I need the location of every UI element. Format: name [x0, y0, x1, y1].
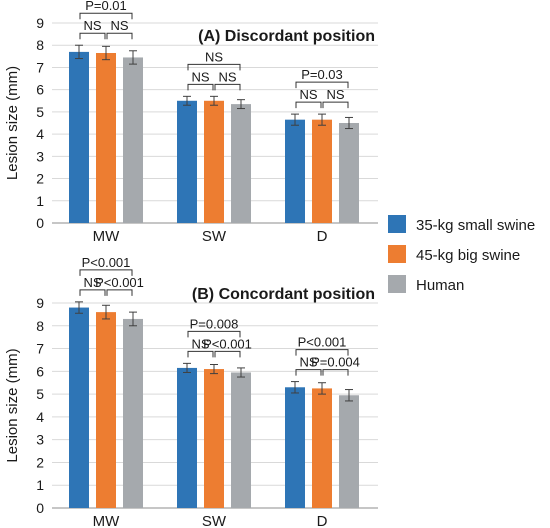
significance-label: NS	[191, 336, 209, 351]
legend-label-small-swine: 35-kg small swine	[416, 217, 535, 234]
bar	[177, 100, 197, 223]
significance-label: NS	[191, 69, 209, 84]
y-tick-label: 3	[36, 148, 44, 164]
y-axis-title: Lesion size (mm)	[4, 66, 21, 180]
bar	[231, 104, 251, 223]
y-tick-label: 1	[36, 193, 44, 209]
panel-title: (B) Concordant position	[192, 286, 375, 303]
significance-label: P=0.03	[301, 67, 343, 82]
significance-label: P<0.001	[298, 335, 347, 350]
significance-label: P=0.004	[311, 355, 360, 370]
y-tick-label: 6	[36, 363, 44, 379]
significance-bracket	[295, 81, 349, 89]
bar	[231, 372, 251, 508]
bar	[69, 307, 89, 508]
significance-bracket	[106, 32, 133, 40]
significance-bracket	[295, 369, 322, 376]
bar	[285, 387, 305, 508]
significance-bracket	[322, 101, 349, 109]
y-tick-label: 3	[36, 432, 44, 448]
significance-label: P<0.001	[82, 255, 131, 270]
bar	[96, 53, 116, 223]
y-tick-label: 0	[36, 215, 44, 231]
significance-label: NS	[299, 355, 317, 370]
bar	[339, 395, 359, 508]
significance-label: NS	[299, 87, 317, 102]
legend-label-big-swine: 45-kg big swine	[416, 247, 520, 264]
significance-bracket	[187, 330, 241, 338]
bar	[204, 369, 224, 508]
y-tick-label: 4	[36, 409, 44, 425]
x-category-label: D	[317, 513, 328, 528]
significance-label: NS	[205, 49, 223, 64]
y-tick-label: 2	[36, 171, 44, 187]
significance-label: P<0.001	[203, 336, 252, 351]
bar	[123, 57, 143, 223]
y-tick-label: 1	[36, 477, 44, 493]
significance-bracket	[79, 12, 133, 20]
y-tick-label: 7	[36, 59, 44, 75]
significance-bracket	[295, 101, 322, 109]
y-axis-title: Lesion size (mm)	[4, 348, 21, 462]
y-tick-label: 5	[36, 104, 44, 120]
x-category-label: D	[317, 228, 328, 245]
legend-swatch-big-swine	[388, 245, 406, 263]
panel-b-concordant: 0 1 2 3 4 5 6 7 8 9 Lesion size (mm) (B) Concordant…	[4, 255, 378, 528]
y-tick-label: 2	[36, 454, 44, 470]
panel-a-discordant: 0 1 2 3 4 5 6 7 8 9 Lesion size (mm) (A) Discordant…	[4, 0, 378, 245]
significance-label: NS	[83, 275, 101, 290]
legend: 35-kg small swine 45-kg big swine Human	[388, 215, 535, 294]
significance-label: P=0.008	[190, 316, 239, 331]
y-tick-label: 7	[36, 341, 44, 357]
significance-bracket	[79, 32, 106, 40]
legend-swatch-human	[388, 275, 406, 293]
significance-label: NS	[326, 87, 344, 102]
significance-bracket	[106, 289, 133, 296]
bar	[123, 318, 143, 508]
y-tick-label: 5	[36, 386, 44, 402]
significance-label: NS	[110, 18, 128, 33]
bar	[285, 119, 305, 223]
x-category-label: MW	[93, 513, 120, 528]
significance-bracket	[79, 269, 133, 276]
legend-label-human: Human	[416, 277, 464, 294]
bar	[177, 367, 197, 508]
y-tick-label: 4	[36, 126, 44, 142]
significance-label: NS	[218, 69, 236, 84]
y-tick-label: 8	[36, 37, 44, 53]
y-tick-label: 8	[36, 318, 44, 334]
significance-bracket	[79, 289, 106, 296]
y-tick-label: 9	[36, 15, 44, 31]
significance-bracket	[187, 350, 214, 358]
significance-bracket	[214, 83, 241, 91]
significance-bracket	[214, 350, 241, 358]
legend-swatch-small-swine	[388, 215, 406, 233]
x-category-label: SW	[202, 513, 227, 528]
x-category-label: SW	[202, 228, 227, 245]
bar	[69, 51, 89, 224]
y-tick-label: 6	[36, 82, 44, 98]
significance-bracket	[187, 63, 241, 71]
significance-label: P<0.001	[95, 275, 144, 290]
significance-bracket	[187, 83, 214, 91]
bar	[312, 119, 332, 223]
y-tick-label: 0	[36, 500, 44, 516]
significance-bracket	[322, 369, 349, 376]
bar	[96, 312, 116, 508]
y-tick-label: 9	[36, 295, 44, 311]
significance-label: NS	[83, 18, 101, 33]
bar	[339, 123, 359, 223]
x-category-label: MW	[93, 228, 120, 245]
significance-label: P=0.01	[85, 0, 127, 13]
bar	[312, 388, 332, 508]
panel-title: (A) Discordant position	[198, 28, 375, 45]
significance-bracket	[295, 349, 349, 356]
bar	[204, 100, 224, 223]
